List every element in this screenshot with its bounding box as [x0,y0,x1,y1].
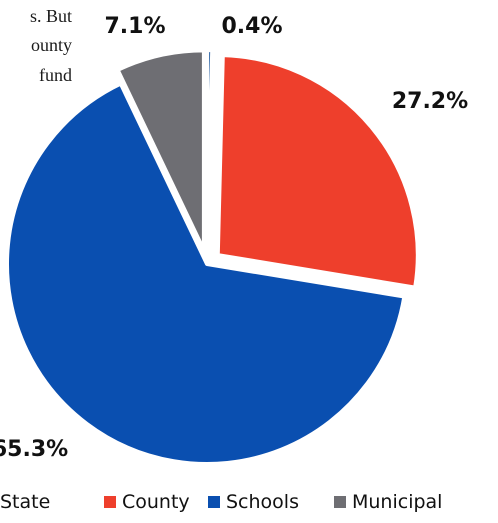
data-label-state: 0.4% [221,14,282,39]
text-line-1: s. But [29,6,72,26]
pie-slice-schools [5,81,407,466]
pie-slice-state [205,48,215,253]
text-line-2: ounty [30,35,72,55]
legend-label-municipal: Municipal [352,491,443,513]
legend-item-schools: Schools [208,486,299,518]
pie-slices [5,48,420,466]
legend-label-state: State [0,491,51,513]
legend-item-county: County [104,486,190,518]
legend-swatch-municipal [334,496,346,508]
legend-label-schools: Schools [226,491,299,513]
pie-slice-municipal [115,48,206,253]
pie-slice-county [215,53,420,290]
legend-swatch-county [104,496,116,508]
legend-swatch-schools [208,496,220,508]
legend-item-state: State [0,486,50,518]
pie-data-labels: 0.4% 27.2% 65.3% 7.1% [0,14,468,462]
data-label-schools: 65.3% [0,437,68,462]
text-line-3: fund [39,65,72,85]
data-label-municipal: 7.1% [104,14,165,39]
data-label-county: 27.2% [392,89,468,114]
legend-label-county: County [122,491,190,513]
chart-legend: State County Schools Municipal [0,486,498,518]
legend-item-municipal: Municipal [334,486,442,518]
